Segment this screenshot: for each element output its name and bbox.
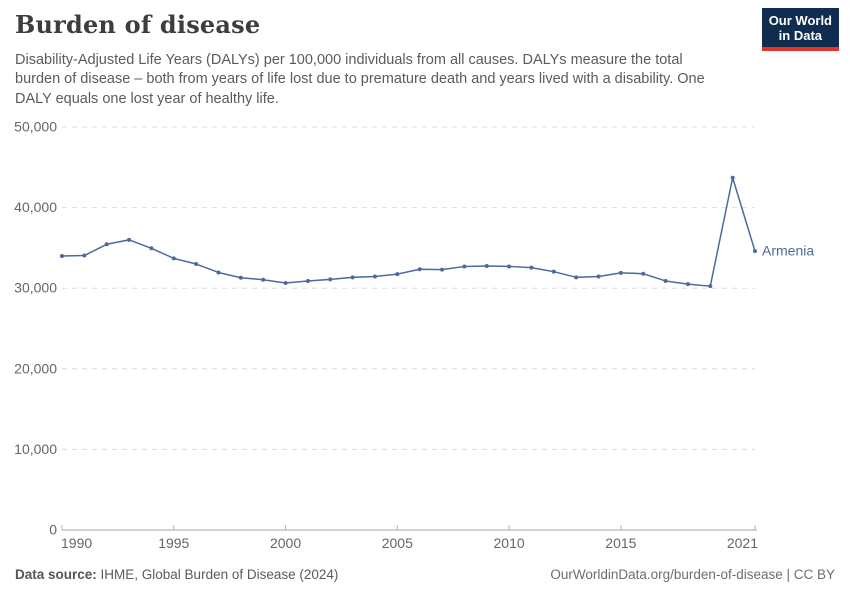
data-point[interactable] xyxy=(685,282,690,287)
y-axis-label: 40,000 xyxy=(14,199,57,215)
page-title: Burden of disease xyxy=(15,10,261,39)
x-axis-label: 2015 xyxy=(605,535,636,551)
data-point[interactable] xyxy=(104,242,109,247)
data-point[interactable] xyxy=(417,267,422,272)
data-point[interactable] xyxy=(507,264,512,269)
data-point[interactable] xyxy=(551,269,556,274)
data-point[interactable] xyxy=(574,275,579,280)
y-axis-label: 0 xyxy=(49,522,57,538)
data-point[interactable] xyxy=(708,284,713,289)
data-point[interactable] xyxy=(462,264,467,269)
line-chart: 0 10,000 20,000 30,000 40,000 50,000 1990 1995 2… xyxy=(14,119,814,552)
chart-subtitle: Disability-Adjusted Life Years (DALYs) p… xyxy=(15,52,705,107)
y-axis-label: 20,000 xyxy=(14,360,57,376)
data-point[interactable] xyxy=(149,246,154,251)
data-point[interactable] xyxy=(328,277,333,282)
x-axis-label: 2005 xyxy=(382,535,413,551)
data-point[interactable] xyxy=(395,272,400,277)
x-axis-label: 2000 xyxy=(270,535,301,551)
chart-footer: Data source: IHME, Global Burden of Dise… xyxy=(15,567,835,582)
y-axis-label: 30,000 xyxy=(14,280,57,296)
data-point[interactable] xyxy=(641,271,646,276)
data-point[interactable] xyxy=(238,275,243,280)
data-point[interactable] xyxy=(127,237,132,242)
data-point[interactable] xyxy=(529,265,534,270)
x-axis-label: 2021 xyxy=(727,535,758,551)
data-line[interactable] xyxy=(61,177,756,287)
data-point[interactable] xyxy=(730,175,735,180)
data-point[interactable] xyxy=(216,270,221,275)
data-point[interactable] xyxy=(194,262,199,267)
data-point[interactable] xyxy=(171,256,176,261)
data-point[interactable] xyxy=(663,278,668,283)
data-point[interactable] xyxy=(596,274,601,279)
data-point[interactable] xyxy=(350,275,355,280)
data-point[interactable] xyxy=(82,253,87,258)
data-source-label: Data source: xyxy=(15,567,97,582)
attribution-link[interactable]: OurWorldinData.org/burden-of-disease | C… xyxy=(550,567,835,582)
x-axis-label: 1995 xyxy=(158,535,189,551)
data-point[interactable] xyxy=(440,267,445,272)
data-point[interactable] xyxy=(305,278,310,283)
owid-logo-line2: in Data xyxy=(778,28,823,44)
owid-logo-line1: Our World xyxy=(768,13,832,28)
entity-label[interactable]: Armenia xyxy=(762,243,814,259)
data-source-text: IHME, Global Burden of Disease (2024) xyxy=(96,567,339,582)
data-point[interactable] xyxy=(372,274,377,279)
data-source: Data source: IHME, Global Burden of Dise… xyxy=(15,567,338,582)
data-point[interactable] xyxy=(484,264,489,269)
x-axis-label: 2010 xyxy=(494,535,525,551)
data-point[interactable] xyxy=(261,277,266,282)
data-point[interactable] xyxy=(60,253,64,258)
x-axis-label: 1990 xyxy=(61,535,92,551)
data-point[interactable] xyxy=(283,280,288,285)
y-axis-label: 10,000 xyxy=(14,441,57,457)
data-point[interactable] xyxy=(753,249,757,254)
data-point[interactable] xyxy=(618,270,623,275)
owid-logo[interactable]: Our World in Data xyxy=(761,8,839,51)
y-axis-label: 50,000 xyxy=(14,119,57,135)
